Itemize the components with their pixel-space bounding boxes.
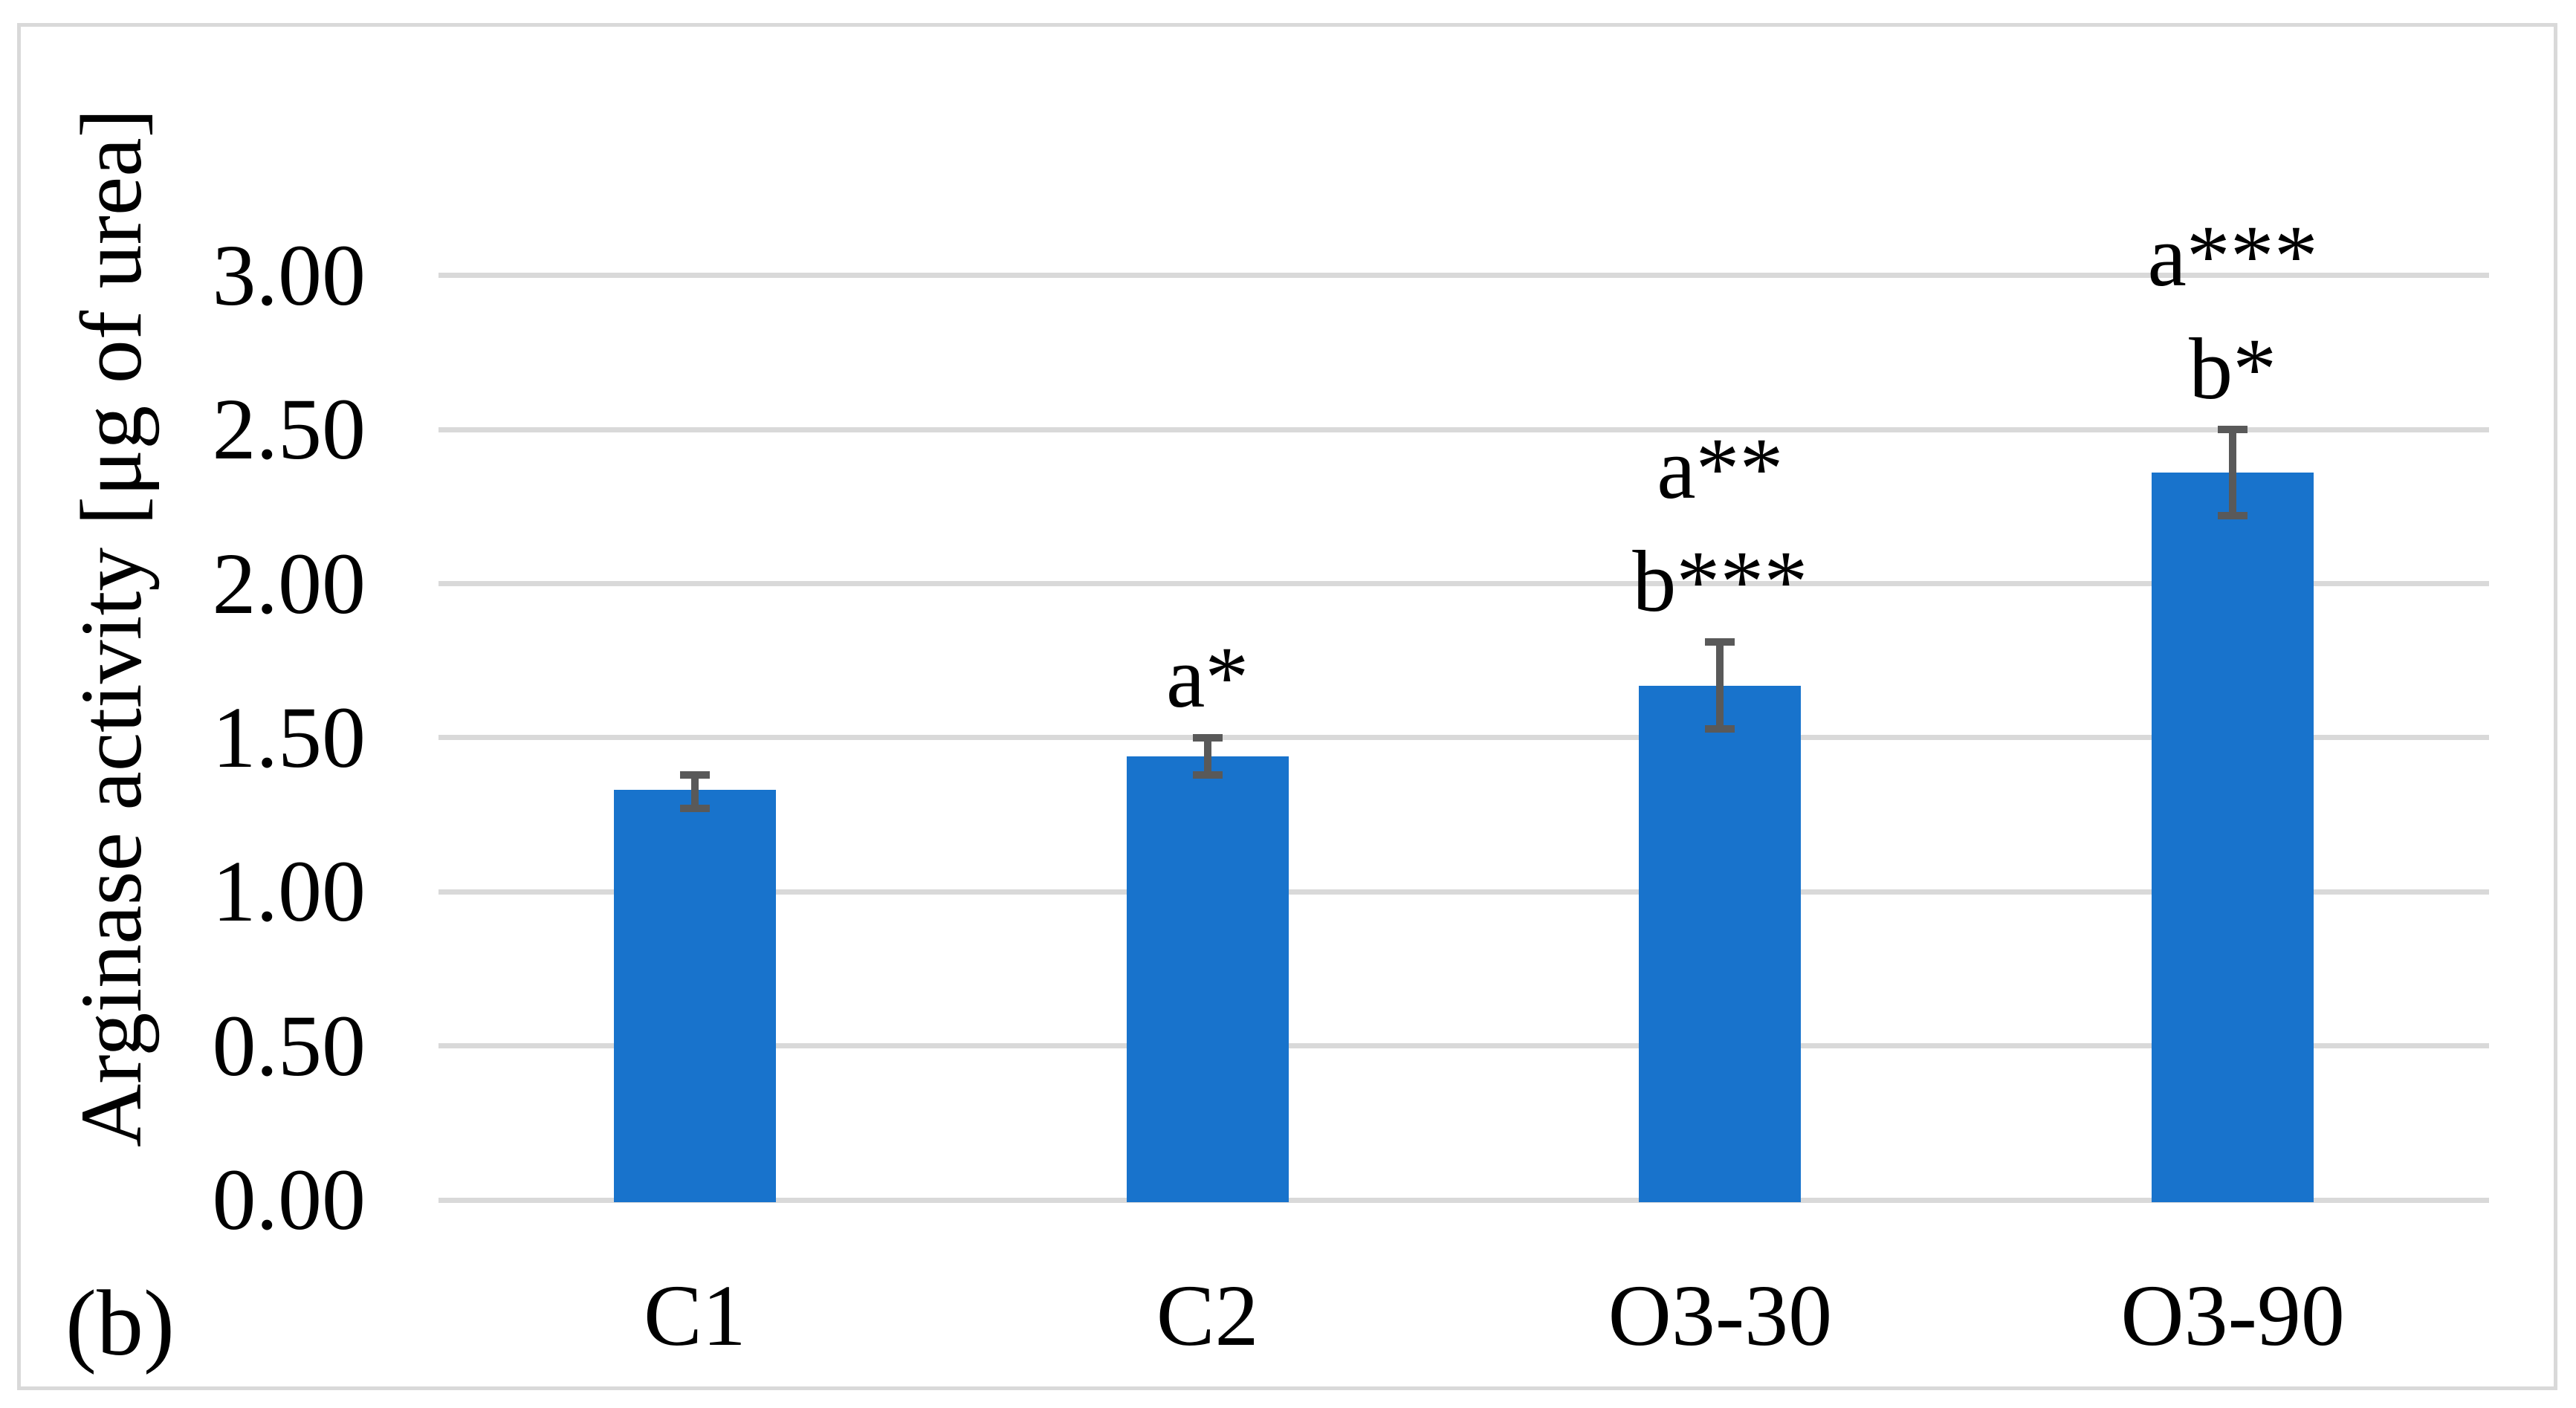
significance-annotation-line: a*	[1165, 629, 1249, 726]
y-tick-label: 2.50	[212, 380, 366, 478]
gridline	[438, 581, 2489, 587]
y-tick-label: 2.00	[212, 534, 366, 632]
significance-annotation-o3-90: a*** b*	[2010, 200, 2456, 426]
significance-annotation-c2: a*	[985, 621, 1431, 734]
error-bar-cap-top	[2218, 426, 2248, 434]
gridline	[438, 1043, 2489, 1049]
y-tick-label: 1.00	[212, 843, 366, 941]
error-bar-stem	[1203, 737, 1211, 775]
x-axis-line	[438, 1197, 2489, 1203]
y-tick-label: 3.00	[212, 226, 366, 324]
x-tick-label-o3-30: O3-30	[1608, 1267, 1833, 1364]
error-bar-cap-top	[1705, 638, 1735, 646]
error-bar-cap-top	[679, 770, 710, 779]
error-bar-stem	[690, 774, 699, 809]
x-tick-label-c2: C2	[1156, 1267, 1259, 1364]
error-bar-cap-top	[1192, 733, 1223, 742]
figure-border	[17, 23, 2557, 1390]
error-bar-stem	[1716, 642, 1724, 729]
x-tick-label-o3-90: O3-90	[2120, 1267, 2345, 1364]
error-bar-cap-bottom	[1192, 770, 1223, 779]
significance-annotation-line: b***	[1632, 533, 1808, 631]
bar-c1	[613, 790, 776, 1202]
y-tick-label: 0.50	[212, 996, 366, 1094]
significance-annotation-line: a**	[1657, 420, 1784, 518]
significance-annotation-o3-30: a** b***	[1497, 412, 1943, 638]
error-bar-stem	[2229, 429, 2237, 516]
y-tick-label: 1.50	[212, 688, 366, 786]
error-bar-cap-bottom	[1705, 724, 1735, 733]
significance-annotation-line: b*	[2189, 320, 2277, 418]
bar-o3-30	[1639, 685, 1802, 1202]
y-tick-label: 0.00	[212, 1151, 366, 1248]
gridline	[438, 735, 2489, 741]
error-bar-cap-bottom	[679, 805, 710, 813]
gridline	[438, 889, 2489, 895]
x-tick-label-c1: C1	[644, 1267, 746, 1364]
gridline	[438, 273, 2489, 279]
gridline	[438, 426, 2489, 432]
bar-c2	[1126, 756, 1289, 1202]
bar-o3-90	[2152, 473, 2314, 1202]
error-bar-cap-bottom	[2218, 512, 2248, 520]
significance-annotation-line: a***	[2147, 207, 2318, 305]
panel-label: (b)	[65, 1272, 175, 1375]
